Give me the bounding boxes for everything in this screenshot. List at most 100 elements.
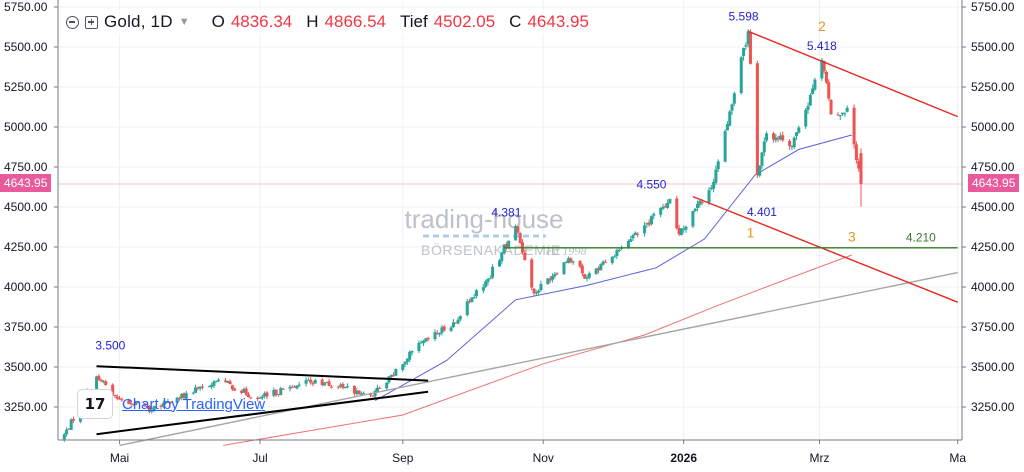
minus-icon[interactable] bbox=[66, 15, 79, 29]
y-tick-label-left: 5750.00 bbox=[4, 0, 48, 14]
symbol-name[interactable]: Gold, 1D bbox=[104, 12, 173, 31]
candle-body bbox=[474, 290, 478, 297]
chevron-down-icon[interactable]: ▼ bbox=[178, 16, 190, 28]
add-compare-icon[interactable] bbox=[85, 15, 98, 29]
candle-body bbox=[700, 202, 704, 204]
candle-body bbox=[580, 265, 584, 274]
candle-body bbox=[567, 258, 571, 263]
candle-body bbox=[295, 385, 299, 389]
candle-body bbox=[682, 229, 686, 231]
candle-body bbox=[633, 232, 637, 236]
candle-body bbox=[610, 256, 614, 264]
candle-body bbox=[329, 386, 333, 388]
candle-body bbox=[532, 288, 536, 294]
candle-body bbox=[346, 386, 350, 388]
candle-body bbox=[389, 374, 393, 377]
candle-body bbox=[309, 379, 313, 383]
candle-body bbox=[120, 399, 124, 401]
candle-body bbox=[808, 95, 812, 106]
close-value: 4643.95 bbox=[527, 12, 589, 31]
ema-slow-line bbox=[223, 254, 852, 446]
y-tick-label-right: 3750.00 bbox=[971, 320, 1015, 334]
candle-body bbox=[643, 225, 647, 234]
candle-body bbox=[762, 141, 766, 153]
candle-body bbox=[136, 402, 140, 404]
candle-body bbox=[652, 213, 656, 216]
candle-body bbox=[378, 388, 382, 390]
y-tick-label-right: 5000.00 bbox=[971, 120, 1015, 134]
y-tick-label-left: 3750.00 bbox=[4, 320, 48, 334]
candle-body bbox=[355, 390, 359, 395]
candle-body bbox=[696, 203, 700, 208]
candle-body bbox=[714, 169, 718, 183]
candle-body bbox=[419, 342, 423, 344]
annotation-label: 5.598 bbox=[729, 10, 759, 24]
candle-body bbox=[288, 387, 292, 389]
candle-body bbox=[550, 276, 554, 280]
candle-body bbox=[175, 397, 179, 403]
candle-body bbox=[663, 206, 667, 208]
candle-body bbox=[143, 403, 147, 406]
y-tick-label-left: 4250.00 bbox=[4, 240, 48, 254]
candle-body bbox=[263, 393, 267, 397]
candle-body bbox=[293, 386, 297, 388]
annotation-label: 2 bbox=[818, 18, 826, 34]
candle-body bbox=[182, 393, 186, 398]
y-tick-label-left: 4500.00 bbox=[4, 200, 48, 214]
candle-body bbox=[746, 31, 750, 45]
candle-body bbox=[530, 259, 534, 288]
drawing-lines[interactable] bbox=[96, 30, 958, 447]
triangle-upper-line bbox=[96, 365, 429, 382]
y-tick-label-right: 3500.00 bbox=[971, 360, 1015, 374]
candle-body bbox=[569, 258, 573, 263]
candle-body bbox=[210, 384, 214, 388]
candle-body bbox=[792, 137, 796, 148]
candle-body bbox=[115, 396, 119, 399]
candle-body bbox=[451, 322, 455, 328]
annotation-label: 4.210 bbox=[906, 230, 936, 244]
candle-body bbox=[539, 283, 543, 291]
candle-body bbox=[804, 109, 808, 127]
candle-body bbox=[523, 252, 527, 261]
candle-body bbox=[72, 419, 76, 421]
annotation-label: 5.418 bbox=[807, 39, 837, 53]
candle-body bbox=[629, 239, 633, 242]
candle-body bbox=[145, 406, 149, 408]
candle-body bbox=[712, 181, 716, 189]
y-tick-label-left: 3250.00 bbox=[4, 400, 48, 414]
candle-body bbox=[537, 290, 541, 293]
candle-body bbox=[417, 342, 421, 352]
candle-body bbox=[99, 379, 103, 382]
y-tick-label-right: 3250.00 bbox=[971, 400, 1015, 414]
candle-body bbox=[548, 278, 552, 281]
high-label: H bbox=[306, 12, 319, 31]
candle-body bbox=[546, 278, 550, 285]
candle-body bbox=[113, 395, 117, 397]
candle-body bbox=[118, 398, 122, 400]
tradingview-attribution[interactable]: 17 Chart by TradingView bbox=[78, 390, 265, 418]
candle-body bbox=[127, 400, 131, 404]
candle-body bbox=[679, 228, 683, 236]
candle-body bbox=[481, 287, 485, 291]
candle-body bbox=[357, 390, 361, 395]
candle-body bbox=[67, 428, 71, 430]
candle-body bbox=[760, 152, 764, 166]
candle-body bbox=[472, 297, 476, 299]
x-tick-label: Ma bbox=[949, 451, 966, 465]
candle-body bbox=[857, 161, 861, 169]
candle-body bbox=[256, 397, 260, 399]
candles bbox=[62, 29, 863, 442]
candle-body bbox=[502, 244, 506, 254]
tradingview-link[interactable]: Chart by TradingView bbox=[122, 395, 266, 413]
candle-body bbox=[806, 106, 810, 110]
candle-body bbox=[313, 380, 317, 384]
tradingview-logo-icon[interactable]: 17 bbox=[78, 390, 112, 418]
candle-body bbox=[191, 392, 195, 394]
candle-body bbox=[304, 380, 308, 384]
y-tick-label-right: 4000.00 bbox=[971, 280, 1015, 294]
candle-body bbox=[134, 402, 138, 406]
candle-body bbox=[829, 99, 833, 115]
candle-body bbox=[836, 114, 840, 116]
